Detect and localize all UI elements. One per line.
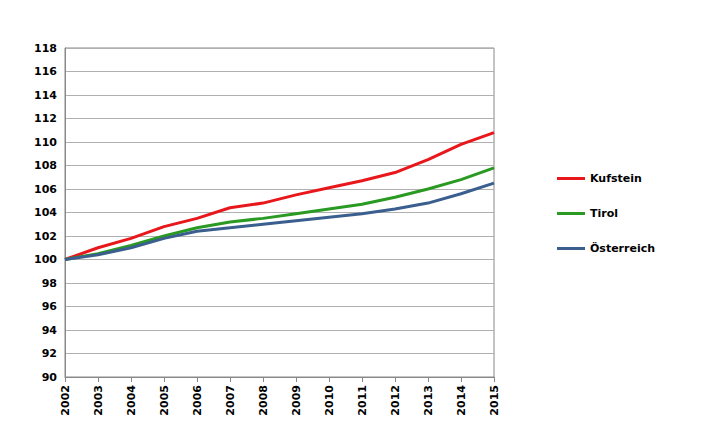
svg-text:98: 98	[42, 277, 57, 290]
svg-text:94: 94	[42, 324, 58, 337]
svg-text:2008: 2008	[257, 385, 270, 416]
svg-text:100: 100	[34, 253, 57, 266]
svg-text:118: 118	[34, 42, 57, 55]
svg-text:2007: 2007	[224, 385, 237, 416]
svg-text:114: 114	[34, 89, 57, 102]
svg-text:102: 102	[34, 230, 57, 243]
svg-text:Kufstein: Kufstein	[590, 172, 642, 185]
svg-text:96: 96	[42, 300, 58, 313]
svg-text:2011: 2011	[356, 385, 369, 416]
svg-text:2014: 2014	[455, 385, 468, 416]
svg-text:2015: 2015	[488, 385, 501, 416]
svg-text:110: 110	[34, 136, 57, 149]
svg-text:112: 112	[34, 112, 57, 125]
svg-text:2012: 2012	[389, 385, 402, 416]
svg-text:116: 116	[34, 65, 57, 78]
svg-text:2006: 2006	[191, 385, 204, 416]
svg-text:106: 106	[34, 183, 57, 196]
svg-text:2005: 2005	[158, 385, 171, 416]
svg-text:Tirol: Tirol	[590, 207, 618, 220]
svg-text:2004: 2004	[125, 385, 138, 416]
svg-text:92: 92	[42, 347, 57, 360]
svg-text:108: 108	[34, 159, 57, 172]
svg-text:2003: 2003	[92, 385, 105, 416]
svg-text:2002: 2002	[59, 385, 72, 416]
svg-text:2009: 2009	[290, 385, 303, 416]
svg-text:Österreich: Österreich	[590, 241, 655, 255]
svg-text:2013: 2013	[422, 385, 435, 416]
svg-text:90: 90	[42, 371, 58, 384]
svg-text:2010: 2010	[323, 385, 336, 416]
svg-text:104: 104	[34, 206, 57, 219]
